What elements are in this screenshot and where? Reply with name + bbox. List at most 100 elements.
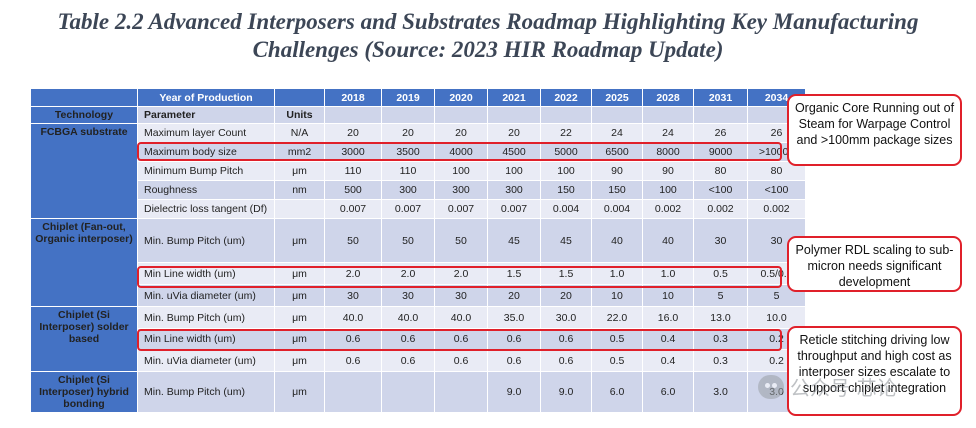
value-cell: 0.6 xyxy=(487,349,541,372)
value-cell: 20 xyxy=(434,123,488,143)
value-cell: 0.5 xyxy=(591,349,643,372)
value-cell: 100 xyxy=(642,180,694,200)
value-cell xyxy=(381,371,435,413)
year-header: 2018 xyxy=(324,88,382,107)
value-cell: 100 xyxy=(487,161,541,181)
value-cell: 6.0 xyxy=(642,371,694,413)
value-cell: 0.3 xyxy=(693,328,748,350)
note-polymer-rdl: Polymer RDL scaling to sub-micron needs … xyxy=(787,236,962,292)
value-cell: 20 xyxy=(487,123,541,143)
parameter-cell: Roughness xyxy=(137,180,275,200)
highlight-si-line-width xyxy=(137,329,782,351)
year-header: 2021 xyxy=(487,88,541,107)
value-cell: 110 xyxy=(381,161,435,181)
parameter-label: Parameter xyxy=(137,106,275,124)
value-cell: 100 xyxy=(540,161,592,181)
value-cell: 45 xyxy=(487,218,541,263)
value-cell: 0.004 xyxy=(591,199,643,219)
year-of-production-label: Year of Production xyxy=(137,88,275,107)
table-row: Maximum body size mm2 3000 3500 4000 4500 5000… xyxy=(31,142,806,162)
year-header: 2022 xyxy=(540,88,592,107)
value-cell: 9000 xyxy=(693,142,748,162)
value-cell: 0.004 xyxy=(540,199,592,219)
page-title: Table 2.2 Advanced Interposers and Subst… xyxy=(0,8,976,64)
value-cell: 40.0 xyxy=(324,306,382,329)
value-cell: 40 xyxy=(642,218,694,263)
title-line-2: Challenges (Source: 2023 HIR Roadmap Upd… xyxy=(252,37,724,62)
value-cell: 90 xyxy=(642,161,694,181)
value-cell: 30 xyxy=(434,284,488,307)
technology-cell: Chiplet (Fan-out, Organic interposer) xyxy=(30,218,138,307)
value-cell: 8000 xyxy=(642,142,694,162)
year-header: 2019 xyxy=(381,88,435,107)
value-cell: 40.0 xyxy=(381,306,435,329)
value-cell: 22.0 xyxy=(591,306,643,329)
value-cell: <100 xyxy=(747,180,806,200)
table-row: Dielectric loss tangent (Df) 0.007 0.007 0.… xyxy=(31,199,806,219)
value-cell: 45 xyxy=(540,218,592,263)
value-cell: 0.007 xyxy=(324,199,382,219)
value-cell: 0.6 xyxy=(381,349,435,372)
highlight-organic-line-width xyxy=(137,266,782,288)
unit-cell xyxy=(274,199,325,219)
blank-cell xyxy=(381,106,435,124)
blank-cell xyxy=(642,106,694,124)
unit-cell: μm xyxy=(274,284,325,307)
value-cell: 24 xyxy=(591,123,643,143)
year-header: 2025 xyxy=(591,88,643,107)
value-cell: 20 xyxy=(324,123,382,143)
table-row: Min. uVia diameter (um) μm 0.6 0.6 0.6 0.6 0.6… xyxy=(31,349,806,372)
value-cell: 10 xyxy=(591,284,643,307)
value-cell: 300 xyxy=(381,180,435,200)
value-cell: <100 xyxy=(693,180,748,200)
value-cell: 30 xyxy=(381,284,435,307)
roadmap-table: Year of Production 2018 2019 2020 2021 2022 20… xyxy=(30,88,806,413)
value-cell: 0.007 xyxy=(381,199,435,219)
parameter-cell: Min. Bump Pitch (um) xyxy=(137,218,275,263)
parameter-cell: Dielectric loss tangent (Df) xyxy=(137,199,275,219)
value-cell: 30 xyxy=(693,218,748,263)
note-organic-core: Organic Core Running out of Steam for Wa… xyxy=(787,94,962,166)
value-cell: 20 xyxy=(487,284,541,307)
value-cell: 500 xyxy=(324,180,382,200)
unit-cell: μm xyxy=(274,161,325,181)
unit-cell: μm xyxy=(274,306,325,329)
value-cell xyxy=(324,371,382,413)
value-cell xyxy=(434,371,488,413)
technology-cell: FCBGA substrate xyxy=(30,123,138,219)
value-cell: 5000 xyxy=(540,142,592,162)
value-cell: 9.0 xyxy=(487,371,541,413)
value-cell: 0.002 xyxy=(747,199,806,219)
blank-cell xyxy=(540,106,592,124)
unit-cell: μm xyxy=(274,218,325,263)
unit-cell: N/A xyxy=(274,123,325,143)
value-cell: 300 xyxy=(487,180,541,200)
unit-cell: nm xyxy=(274,180,325,200)
parameter-cell: Min. Bump Pitch (um) xyxy=(137,371,275,413)
value-cell: 50 xyxy=(381,218,435,263)
unit-cell: μm xyxy=(274,349,325,372)
value-cell: 90 xyxy=(591,161,643,181)
blank-cell xyxy=(693,106,748,124)
units-label: Units xyxy=(274,106,325,124)
note-reticle-stitching: Reticle stitching driving low throughput… xyxy=(787,326,962,416)
value-cell: 6.0 xyxy=(591,371,643,413)
value-cell: 40 xyxy=(591,218,643,263)
parameter-cell: Min. uVia diameter (um) xyxy=(137,284,275,307)
value-cell: 0.6 xyxy=(434,349,488,372)
value-cell: 150 xyxy=(540,180,592,200)
blank-cell xyxy=(487,106,541,124)
technology-cell: Chiplet (Si Interposer) hybrid bonding xyxy=(30,371,138,413)
technology-cell: Chiplet (Si Interposer) solder based xyxy=(30,306,138,372)
value-cell: 13.0 xyxy=(693,306,748,329)
value-cell: 0.007 xyxy=(434,199,488,219)
value-cell: 0.4 xyxy=(642,328,694,350)
parameter-cell: Min Line width (um) xyxy=(137,328,275,350)
blank-cell xyxy=(324,106,382,124)
value-cell: 0.5 xyxy=(591,328,643,350)
value-cell: 3500 xyxy=(381,142,435,162)
value-cell: 0.002 xyxy=(642,199,694,219)
year-header: 2031 xyxy=(693,88,748,107)
technology-label: Technology xyxy=(30,106,138,124)
header-row: Year of Production 2018 2019 2020 2021 2022 20… xyxy=(30,88,806,107)
